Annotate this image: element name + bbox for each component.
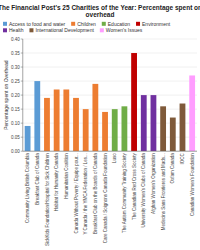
bar [131,53,137,151]
grid-line [23,95,197,96]
legend-swatch [71,22,75,26]
bar [34,81,40,151]
x-tick-label: The Autism Community Training Society [122,152,127,233]
legend-label: International Development [35,27,94,33]
x-axis: Community Living British Columbia Breakfa… [23,151,197,246]
x-tick-label: Y Canada / the YMCA Federation / Les... [83,153,88,234]
bar [189,75,195,151]
x-tick-label: Canadian Women's Foundation [190,153,195,216]
y-tick-label: 0.10 [11,121,20,126]
y-tick-label: 0.20 [11,93,20,98]
x-tick-label: Oxfam Canada [170,153,175,184]
legend-swatch [102,22,106,26]
legend-swatch [136,22,140,26]
x-tick-label: Medecins Sans Frontieres and Mads... [161,153,166,230]
bar [92,84,98,151]
bar [112,109,118,151]
y-axis-line [22,39,23,151]
legend-label: Health [9,27,24,33]
grid-line [23,53,197,54]
grid-line [23,81,197,82]
grid [23,39,197,151]
chart: The Financial Post's 25 Charities of the… [0,0,200,250]
bar [102,112,108,151]
x-tick-label: The Canadian Red Cross Society [132,152,137,220]
bar [83,109,89,151]
x-tick-label: Humanitarian Coalition [64,153,69,199]
bar [160,106,166,151]
bar [25,126,31,151]
x-tick-label: Canada Without Poverty / Equipe pour... [74,153,79,233]
x-tick-label: Care Canada / Soignons Canada Foundation [103,153,108,244]
bars [25,53,195,151]
legend-swatch [3,22,7,26]
x-tick-label: Breakfast Club of Canada [35,153,40,205]
bar [73,98,79,151]
y-axis: 0.00 0.05 0.10 0.15 0.20 0.25 0.30 0.35 0.40 [11,37,23,154]
legend-label: Environment [142,21,171,27]
y-tick-label: 0.00 [11,149,20,154]
bar [151,95,157,151]
y-tick-label: 0.25 [11,79,20,84]
legend-swatch [29,28,33,32]
legend: Access to food and water Children Educatio… [3,21,171,33]
y-tick-label: 0.15 [11,107,20,112]
legend-label: Education [108,21,130,27]
bar [180,104,186,152]
x-tick-label: Habitat for Humanity Canada [54,153,59,212]
y-tick-label: 0.05 [11,135,20,140]
x-tick-label: Afghan Women's Organization [151,153,156,214]
bar [54,89,60,151]
y-tick-label: 0.35 [11,51,20,56]
bar [141,95,147,151]
y-tick-label: 0.30 [11,65,20,70]
legend-swatch [100,28,104,32]
legend-label: Children [77,21,96,27]
bar [121,106,127,151]
title-line: overhead [86,11,115,18]
grid-line [23,67,197,68]
y-tick-label: 0.40 [11,37,20,42]
grid-line [23,39,197,40]
x-tick-label: IOCC [180,152,185,164]
legend-swatch [3,28,7,32]
x-tick-label: Breakfast Club on the Boards of Canada [93,153,98,234]
y-axis-label: Percentage spent on Overhead [3,60,9,130]
x-axis-line [23,151,197,152]
bar [63,89,69,151]
x-tick-label: Luso [112,153,117,163]
bar [44,98,50,151]
legend-label: Access to food and water [9,21,65,27]
bar [170,118,176,152]
x-tick-label: University Women's Clubs of Canada [141,153,146,228]
x-tick-label: SickKids Foundation/Hospital for Sick Ch… [45,153,50,246]
title: The Financial Post's 25 Charities of the… [0,4,200,19]
x-tick-label: Community Living British Columbia [25,153,30,223]
legend-label: Women's Issues [106,27,143,33]
